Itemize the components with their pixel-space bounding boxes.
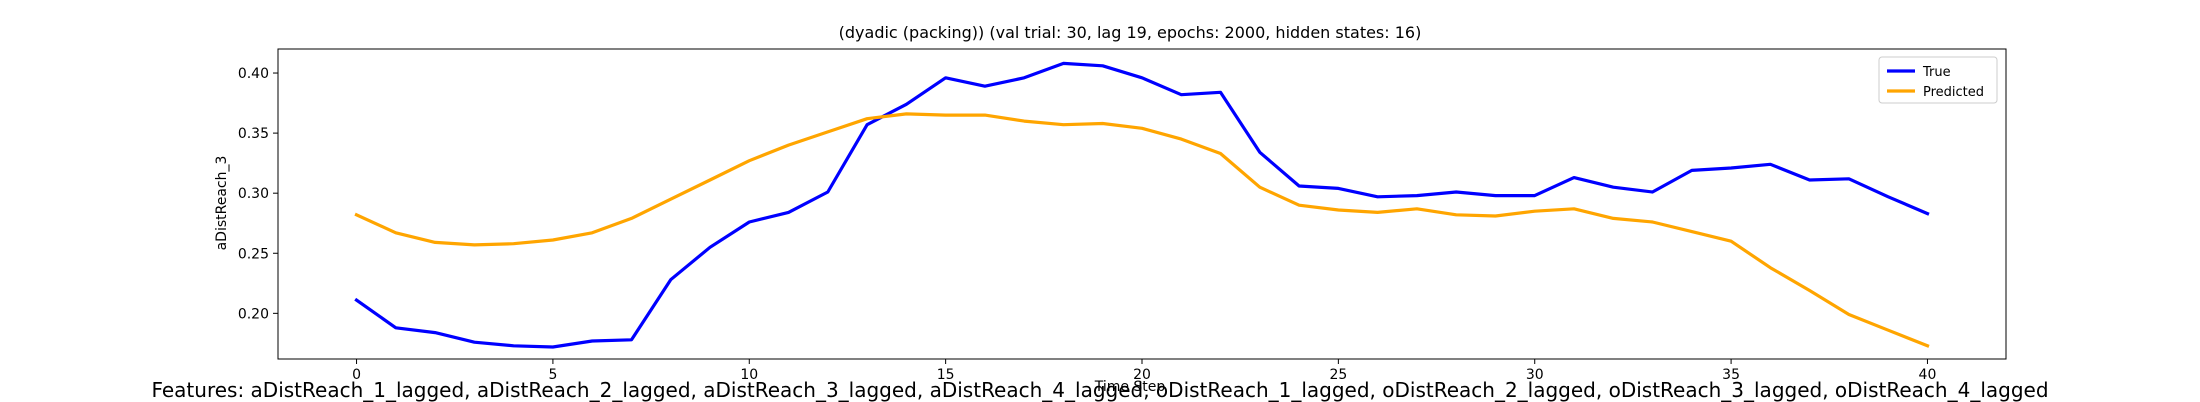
x-tick-label: 40 [1919,367,1937,383]
plot-frame [277,48,2007,360]
x-tick-label: 15 [937,367,955,383]
x-axis-label: Time Step [1094,379,1166,395]
y-axis-label: aDistReach_3 [214,156,230,251]
x-tick-label: 5 [548,367,557,383]
x-tick-label: 35 [1722,367,1740,383]
y-tick-label: 0.30 [238,186,269,202]
x-tick-label: 20 [1133,367,1151,383]
legend-label-predicted: Predicted [1923,85,1984,100]
series-line-predicted [354,112,1930,348]
y-tick-label: 0.20 [238,306,269,322]
x-tick-label: 25 [1329,367,1347,383]
x-tick-label: 30 [1526,367,1544,383]
legend: True Predicted [1878,56,1998,104]
x-tick-label: 10 [740,367,758,383]
chart-title: (dyadic (packing)) (val trial: 30, lag 1… [839,23,1422,42]
y-tick-label: 0.35 [238,126,269,142]
x-tick-label: 0 [352,367,361,383]
y-tick-label: 0.40 [238,66,269,82]
features-caption: Features: aDistReach_1_lagged, aDistReac… [151,378,2049,402]
y-tick-label: 0.25 [238,246,269,262]
legend-label-true: True [1922,65,1951,80]
series-line-true [354,61,1930,349]
